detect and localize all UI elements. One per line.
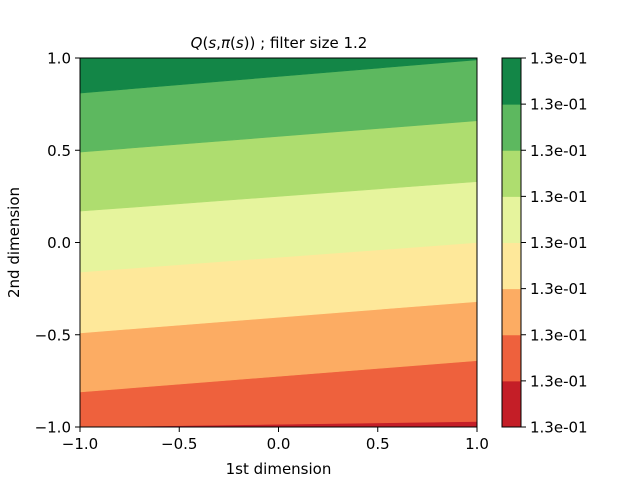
x-tick-label: −1.0 [62, 435, 98, 453]
colorbar-segment-6 [502, 150, 521, 197]
colorbar-segment-3 [502, 288, 521, 336]
colorbar-segment-5 [502, 196, 521, 243]
colorbar-tick-label: 1.3e-01 [530, 142, 588, 160]
y-tick-label: 0.5 [47, 142, 71, 160]
title-s2: s [236, 34, 244, 52]
x-tick-label: 0.5 [366, 435, 390, 453]
x-axis-label: 1st dimension [226, 460, 332, 478]
colorbar-tick-label: 1.3e-01 [530, 188, 588, 206]
x-tick-label: 1.0 [465, 435, 489, 453]
colorbar-segment-8 [502, 58, 521, 105]
colorbar-tick-label: 1.3e-01 [530, 280, 588, 298]
colorbar: 1.3e-01 1.3e-01 1.3e-01 1.3e-01 1.3e-01 1.3e-… [502, 50, 588, 437]
x-tick-label: 0.0 [267, 435, 291, 453]
colorbar-tick-label: 1.3e-01 [530, 234, 588, 252]
colorbar-tick-label: 1.3e-01 [530, 96, 588, 114]
colorbar-segment-2 [502, 334, 521, 382]
y-tick-label: 0.0 [47, 234, 71, 252]
y-tick-label: −0.5 [35, 326, 71, 344]
title-q: Q [191, 34, 203, 52]
contour-bands [79, 57, 478, 428]
colorbar-tick-label: 1.3e-01 [530, 372, 588, 390]
y-tick-label: −1.0 [35, 419, 71, 437]
title-open2: ( [230, 34, 236, 52]
x-tick-label: −0.5 [161, 435, 197, 453]
chart-title: Q(s,π(s)) ; filter size 1.2 [191, 34, 368, 52]
title-pi: π [221, 34, 231, 52]
title-open: ( [202, 34, 208, 52]
title-s1: s [208, 34, 216, 52]
colorbar-segment-4 [502, 242, 521, 290]
colorbar-segment-1 [502, 380, 521, 428]
plot-frame [79, 57, 478, 428]
axis-ticks: −1.0 −0.5 0.0 0.5 1.0 −1.0 −0.5 0.0 0.5 1.0 [35, 50, 489, 454]
colorbar-tick-label: 1.3e-01 [530, 50, 588, 68]
title-rest: ; filter size 1.2 [255, 34, 367, 52]
colorbar-tick-label: 1.3e-01 [530, 419, 588, 437]
colorbar-segment-7 [502, 104, 521, 151]
title-comma: , [216, 34, 221, 52]
colorbar-tick-label: 1.3e-01 [530, 326, 588, 344]
title-close: )) [244, 34, 256, 52]
y-tick-label: 1.0 [47, 50, 71, 68]
colorbar-frame [501, 57, 522, 428]
y-axis-label: 2nd dimension [5, 187, 23, 298]
